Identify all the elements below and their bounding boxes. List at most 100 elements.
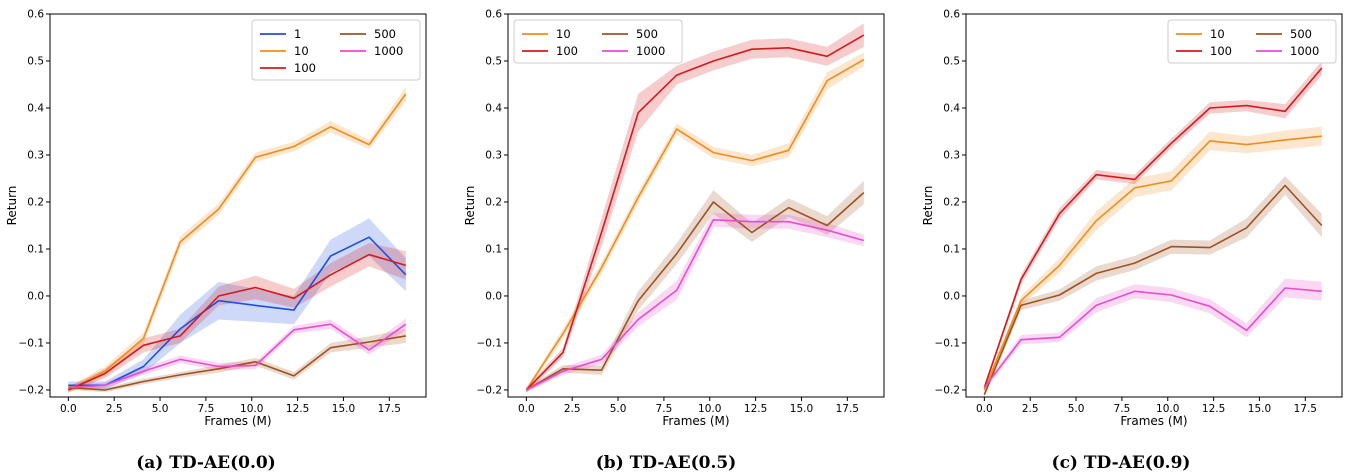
legend-label: 500: [1290, 27, 1312, 41]
legend-label: 10: [556, 27, 571, 41]
x-tick-label: 5.0: [1068, 403, 1085, 415]
series-line-1: [68, 236, 407, 387]
legend-label: 500: [374, 27, 396, 41]
series-band-500: [984, 176, 1322, 397]
y-tick-label: 0.6: [943, 9, 960, 21]
y-tick-label: 0.2: [943, 196, 960, 208]
legend-label: 10: [1210, 27, 1225, 41]
chart-panel-3: 0.0 2.5 5.0 7.5 10.0 12.5 15.0 17.5 −0.2 −0.1 0.0 0…: [921, 9, 1343, 473]
series-band-500: [526, 180, 864, 393]
y-tick-label: 0.2: [27, 196, 44, 208]
x-tick-label: 17.5: [836, 403, 859, 415]
y-tick-label: −0.2: [935, 384, 961, 396]
series-line-1000: [68, 323, 407, 389]
x-tick-label: 2.5: [106, 403, 123, 415]
series-line-10: [525, 58, 865, 391]
x-tick-label: 15.0: [332, 403, 355, 415]
y-tick-label: 0.4: [27, 102, 44, 114]
legend-label: 10: [294, 44, 309, 58]
legend-label: 100: [556, 44, 578, 58]
series-band-1000: [68, 318, 406, 390]
x-tick-label: 7.5: [198, 403, 215, 415]
plot-frame: [507, 13, 885, 398]
legend-label: 1000: [374, 44, 403, 58]
x-axis-label: Frames (M): [204, 414, 271, 428]
legend: 10 100 500 1000: [513, 19, 683, 64]
y-tick-label: 0.5: [27, 55, 44, 67]
series-line-10: [67, 93, 407, 391]
legend: 10 100 500 1000: [1167, 19, 1337, 64]
x-axis-label: Frames (M): [662, 414, 729, 428]
y-tick-label: 0.3: [485, 149, 502, 161]
legend-box: [1167, 19, 1337, 64]
y-tick-label: −0.1: [19, 337, 45, 349]
x-tick-label: 17.5: [1294, 403, 1317, 415]
legend-label: 500: [636, 27, 658, 41]
y-axis-label: Return: [5, 186, 19, 226]
y-tick-label: −0.1: [477, 337, 503, 349]
chart-panel-1: 0.0 2.5 5.0 7.5 10.0 12.5 15.0 17.5 −0.2 −0.1 0.0 0…: [5, 9, 427, 473]
y-tick-label: 0.1: [27, 243, 44, 255]
y-tick-label: 0.5: [943, 55, 960, 67]
y-tick-label: −0.2: [19, 384, 45, 396]
y-tick-label: 0.4: [943, 102, 960, 114]
x-tick-label: 2.5: [1022, 403, 1039, 415]
series-line-100: [525, 34, 865, 391]
plot-frame: [49, 13, 427, 398]
y-tick-label: 0.1: [943, 243, 960, 255]
x-tick-label: 10.0: [240, 403, 263, 415]
legend-label: 100: [1210, 44, 1232, 58]
x-tick-label: 12.5: [1202, 403, 1225, 415]
x-tick-label: 7.5: [656, 403, 673, 415]
y-tick-label: −0.2: [477, 384, 503, 396]
y-tick-label: 0.0: [943, 290, 960, 302]
x-tick-label: 2.5: [564, 403, 581, 415]
x-tick-label: 10.0: [1156, 403, 1179, 415]
chart-panel-2: 0.0 2.5 5.0 7.5 10.0 12.5 15.0 17.5 −0.2 −0.1 0.0 0…: [463, 9, 885, 473]
y-tick-label: 0.6: [485, 9, 502, 21]
series-line-500: [525, 192, 865, 391]
x-tick-label: 15.0: [790, 403, 813, 415]
series-line-100: [67, 253, 407, 391]
y-tick-label: 0.3: [943, 149, 960, 161]
legend-label: 100: [294, 61, 316, 75]
y-tick-label: 0.4: [485, 102, 502, 114]
series-line-1000: [525, 219, 865, 391]
x-tick-label: 0.0: [60, 403, 77, 415]
legend: 1 10 100 500 1000: [251, 19, 421, 81]
x-tick-label: 12.5: [744, 403, 767, 415]
y-tick-label: 0.5: [485, 55, 502, 67]
y-tick-label: 0.6: [27, 9, 44, 21]
series-band-1000: [984, 278, 1322, 390]
series-line-10: [983, 135, 1322, 391]
series-band-1000: [526, 212, 864, 393]
series-line-500: [983, 184, 1323, 396]
series-band-10: [526, 52, 864, 393]
x-tick-label: 0.0: [518, 403, 535, 415]
y-axis-label: Return: [921, 186, 935, 226]
panel-caption: (c) TD-AE(0.9): [1052, 453, 1191, 473]
x-tick-label: 0.0: [976, 403, 993, 415]
panel-caption: (b) TD-AE(0.5): [596, 453, 736, 473]
y-axis-label: Return: [463, 186, 477, 226]
y-tick-label: −0.1: [935, 337, 961, 349]
legend-label: 1: [294, 27, 301, 41]
y-tick-label: 0.2: [485, 196, 502, 208]
x-tick-label: 17.5: [378, 403, 401, 415]
y-tick-label: 0.0: [27, 290, 44, 302]
x-tick-label: 5.0: [152, 403, 169, 415]
x-tick-label: 7.5: [1114, 403, 1131, 415]
y-tick-label: 0.1: [485, 243, 502, 255]
x-tick-label: 5.0: [610, 403, 627, 415]
legend-label: 1000: [1290, 44, 1319, 58]
series-band-100: [526, 23, 864, 393]
x-tick-label: 15.0: [1248, 403, 1271, 415]
x-tick-label: 10.0: [698, 403, 721, 415]
y-tick-label: 0.3: [27, 149, 44, 161]
plot-frame: [965, 13, 1343, 398]
legend-box: [251, 19, 421, 81]
legend-box: [513, 19, 683, 64]
x-tick-label: 12.5: [286, 403, 309, 415]
series-band-10: [984, 126, 1322, 393]
